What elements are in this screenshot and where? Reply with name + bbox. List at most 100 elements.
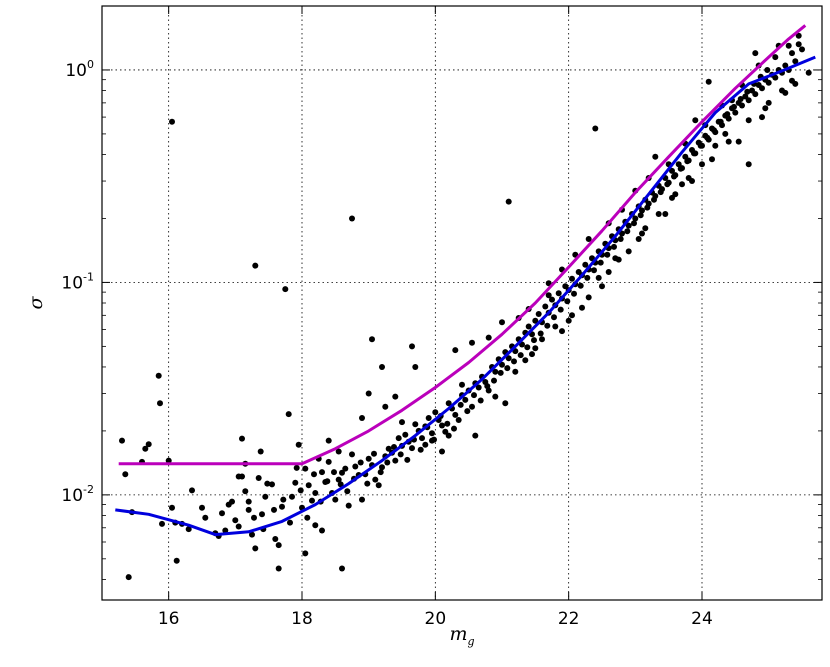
data-point bbox=[677, 165, 684, 172]
data-point bbox=[325, 437, 332, 444]
data-point bbox=[419, 435, 425, 442]
data-point bbox=[644, 204, 651, 211]
data-point bbox=[357, 459, 364, 466]
data-point bbox=[722, 130, 729, 137]
data-point bbox=[417, 446, 424, 453]
data-point bbox=[795, 41, 802, 48]
x-axis-label: mg bbox=[449, 623, 474, 648]
y-tick-base: 10 bbox=[61, 486, 83, 506]
data-point bbox=[779, 87, 785, 94]
data-point bbox=[332, 496, 339, 503]
data-point bbox=[469, 403, 475, 410]
data-point bbox=[759, 85, 765, 92]
data-point bbox=[655, 211, 662, 217]
data-point bbox=[709, 156, 715, 163]
data-point bbox=[552, 323, 559, 330]
data-point bbox=[295, 441, 302, 448]
data-point bbox=[731, 103, 737, 110]
data-point bbox=[409, 343, 415, 350]
data-point bbox=[409, 445, 415, 452]
data-point bbox=[325, 458, 332, 465]
data-point bbox=[765, 99, 772, 106]
data-point bbox=[492, 368, 499, 375]
data-point bbox=[497, 369, 504, 376]
data-point bbox=[732, 109, 739, 116]
data-point bbox=[617, 236, 624, 242]
data-point bbox=[491, 377, 497, 384]
data-point bbox=[639, 207, 645, 214]
data-point bbox=[485, 334, 492, 341]
x-axis-label-sub: g bbox=[467, 635, 474, 648]
data-point bbox=[331, 469, 337, 476]
data-point bbox=[799, 46, 805, 53]
data-point bbox=[375, 482, 382, 489]
data-point bbox=[505, 355, 512, 362]
data-point bbox=[302, 465, 309, 472]
data-point bbox=[662, 211, 669, 217]
data-point bbox=[385, 445, 392, 452]
data-point bbox=[544, 322, 551, 329]
data-point bbox=[451, 425, 457, 432]
data-point bbox=[239, 435, 245, 442]
data-point bbox=[517, 352, 524, 359]
data-point bbox=[792, 80, 799, 87]
data-point bbox=[189, 487, 195, 494]
data-point bbox=[785, 42, 792, 49]
series-line-2 bbox=[115, 55, 816, 537]
data-point bbox=[492, 393, 499, 400]
data-point bbox=[359, 415, 365, 421]
data-point bbox=[337, 481, 344, 488]
data-point bbox=[582, 261, 589, 268]
data-point bbox=[739, 102, 745, 109]
data-point bbox=[762, 105, 769, 112]
data-point bbox=[272, 536, 279, 542]
data-point bbox=[724, 111, 731, 118]
data-point bbox=[342, 465, 349, 472]
data-point bbox=[279, 503, 285, 510]
data-point bbox=[359, 496, 365, 503]
x-tick-label: 24 bbox=[691, 609, 713, 629]
data-point bbox=[312, 490, 319, 496]
data-point bbox=[579, 304, 585, 311]
data-point bbox=[344, 488, 351, 495]
data-point bbox=[597, 259, 604, 266]
data-point bbox=[511, 358, 517, 365]
data-point bbox=[735, 138, 742, 145]
data-point bbox=[559, 328, 565, 335]
data-point bbox=[532, 317, 539, 324]
data-point bbox=[173, 557, 180, 564]
data-point bbox=[524, 344, 531, 351]
data-point bbox=[422, 441, 429, 448]
data-point bbox=[577, 282, 584, 289]
data-point bbox=[605, 269, 612, 275]
data-point bbox=[395, 435, 402, 442]
data-point bbox=[691, 150, 697, 157]
data-point bbox=[477, 397, 484, 404]
data-point bbox=[772, 54, 779, 61]
data-point bbox=[311, 471, 317, 478]
data-point bbox=[169, 504, 175, 511]
data-point bbox=[457, 401, 464, 408]
data-point bbox=[165, 457, 172, 464]
data-point bbox=[704, 134, 711, 141]
data-point bbox=[562, 283, 569, 290]
data-point bbox=[305, 482, 312, 489]
data-point bbox=[679, 181, 685, 188]
data-point bbox=[297, 487, 304, 494]
data-point bbox=[292, 479, 299, 486]
data-point bbox=[699, 161, 705, 168]
data-point bbox=[289, 493, 295, 500]
data-point bbox=[569, 275, 575, 282]
data-point bbox=[459, 381, 465, 388]
data-point bbox=[592, 125, 599, 132]
data-point bbox=[584, 274, 591, 281]
data-point bbox=[304, 514, 311, 521]
data-point bbox=[339, 565, 345, 572]
data-point bbox=[365, 455, 372, 462]
data-point bbox=[684, 158, 691, 165]
data-point bbox=[202, 514, 209, 521]
data-point bbox=[471, 392, 477, 399]
data-point bbox=[345, 502, 352, 509]
data-point bbox=[625, 222, 632, 229]
data-point bbox=[759, 114, 765, 121]
